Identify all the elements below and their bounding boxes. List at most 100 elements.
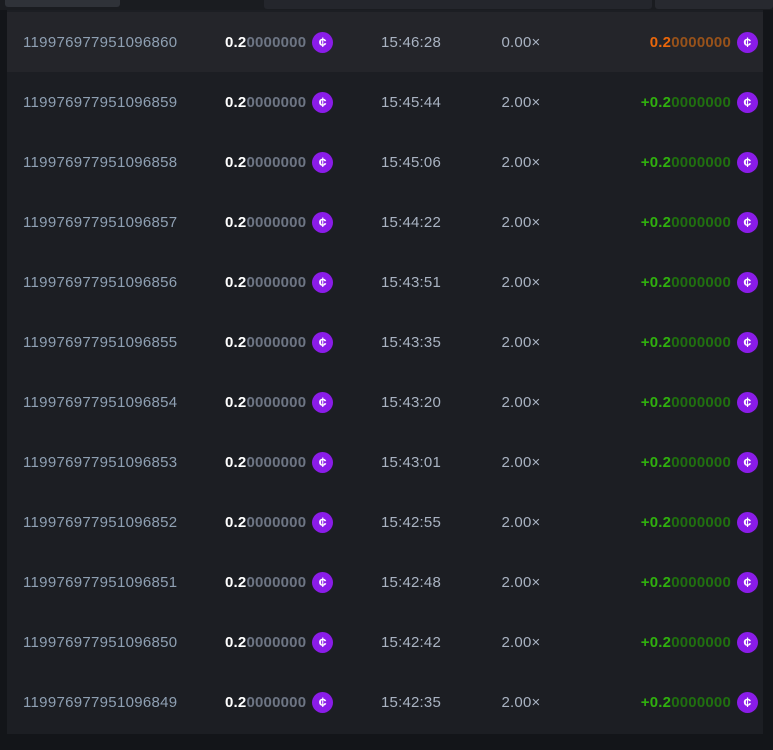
coin-icon: ¢: [737, 631, 758, 653]
bet-amount-main: 0.2: [225, 633, 247, 651]
bet-amount: 0.20000000 ¢: [225, 691, 356, 713]
bet-multiplier: 2.00×: [501, 453, 541, 471]
payout-main: +0.2: [640, 273, 672, 291]
bet-amount: 0.20000000 ¢: [225, 31, 356, 53]
table-row[interactable]: 119976977951096854 0.20000000 ¢ 15:43:20…: [7, 372, 763, 432]
bet-payout: +0.20000000 ¢: [576, 391, 758, 413]
bet-amount: 0.20000000 ¢: [225, 631, 356, 653]
bet-amount-zeros: 0000000: [246, 333, 307, 351]
coin-icon: ¢: [737, 571, 758, 593]
bet-amount-zeros: 0000000: [246, 93, 307, 111]
bet-amount-main: 0.2: [225, 453, 247, 471]
bet-id: 119976977951096859: [23, 93, 178, 111]
bet-amount-main: 0.2: [225, 273, 247, 291]
table-row[interactable]: 119976977951096850 0.20000000 ¢ 15:42:42…: [7, 612, 763, 672]
table-row[interactable]: 119976977951096849 0.20000000 ¢ 15:42:35…: [7, 672, 763, 732]
coin-icon: ¢: [737, 211, 758, 233]
bet-amount: 0.20000000 ¢: [225, 391, 356, 413]
bet-payout: +0.20000000 ¢: [576, 151, 758, 173]
bet-time: 15:43:51: [381, 273, 441, 291]
bet-amount-main: 0.2: [225, 213, 247, 231]
bet-amount-main: 0.2: [225, 513, 247, 531]
bet-amount-zeros: 0000000: [246, 393, 307, 411]
payout-zeros: 0000000: [671, 513, 731, 531]
bet-history-panel: 119976977951096860 0.20000000 ¢ 15:46:28…: [7, 10, 763, 734]
payout-main: +0.2: [640, 153, 672, 171]
payout-main: +0.2: [640, 393, 672, 411]
header-control-left-partial[interactable]: [5, 0, 120, 7]
bet-multiplier: 2.00×: [501, 693, 541, 711]
bet-amount-main: 0.2: [225, 573, 247, 591]
bet-amount: 0.20000000 ¢: [225, 451, 356, 473]
bet-id: 119976977951096857: [23, 213, 178, 231]
coin-icon: ¢: [312, 451, 334, 473]
bet-amount-main: 0.2: [225, 333, 247, 351]
bet-time: 15:45:44: [381, 93, 441, 111]
bet-amount-main: 0.2: [225, 33, 247, 51]
table-row[interactable]: 119976977951096857 0.20000000 ¢ 15:44:22…: [7, 192, 763, 252]
bet-amount-zeros: 0000000: [246, 693, 307, 711]
payout-zeros: 0000000: [671, 693, 731, 711]
bet-amount-zeros: 0000000: [246, 273, 307, 291]
bet-time: 15:45:06: [381, 153, 441, 171]
payout-main: +0.2: [640, 633, 672, 651]
payout-zeros: 0000000: [671, 633, 731, 651]
coin-icon: ¢: [737, 511, 758, 533]
bet-amount-zeros: 0000000: [246, 33, 307, 51]
payout-main: +0.2: [640, 213, 672, 231]
bet-id: 119976977951096858: [23, 153, 178, 171]
coin-icon: ¢: [312, 631, 334, 653]
payout-main: +0.2: [640, 693, 672, 711]
payout-main: +0.2: [640, 333, 672, 351]
bet-multiplier: 2.00×: [501, 513, 541, 531]
bet-amount: 0.20000000 ¢: [225, 151, 356, 173]
bet-id: 119976977951096856: [23, 273, 178, 291]
coin-icon: ¢: [737, 331, 758, 353]
table-row[interactable]: 119976977951096851 0.20000000 ¢ 15:42:48…: [7, 552, 763, 612]
bet-id: 119976977951096849: [23, 693, 178, 711]
coin-icon: ¢: [312, 271, 334, 293]
coin-icon: ¢: [312, 691, 334, 713]
table-row[interactable]: 119976977951096860 0.20000000 ¢ 15:46:28…: [7, 12, 763, 72]
bet-payout: +0.20000000 ¢: [576, 691, 758, 713]
coin-icon: ¢: [737, 91, 758, 113]
bet-id: 119976977951096850: [23, 633, 178, 651]
bet-amount: 0.20000000 ¢: [225, 271, 356, 293]
coin-icon: ¢: [312, 391, 334, 413]
table-row[interactable]: 119976977951096852 0.20000000 ¢ 15:42:55…: [7, 492, 763, 552]
cropped-header-strip: [0, 0, 773, 10]
bet-amount-main: 0.2: [225, 93, 247, 111]
bet-payout: +0.20000000 ¢: [576, 631, 758, 653]
header-control-middle-partial[interactable]: [264, 0, 652, 9]
bet-amount-main: 0.2: [225, 153, 247, 171]
bet-amount-zeros: 0000000: [246, 573, 307, 591]
header-control-right-partial[interactable]: [655, 0, 773, 9]
coin-icon: ¢: [737, 391, 758, 413]
bet-multiplier: 2.00×: [501, 93, 541, 111]
bet-amount: 0.20000000 ¢: [225, 571, 356, 593]
payout-main: +0.2: [640, 513, 672, 531]
bet-time: 15:46:28: [381, 33, 441, 51]
bets-table-body: 119976977951096860 0.20000000 ¢ 15:46:28…: [7, 12, 763, 732]
coin-icon: ¢: [312, 211, 334, 233]
bet-multiplier: 2.00×: [501, 333, 541, 351]
payout-zeros: 0000000: [671, 153, 731, 171]
table-row[interactable]: 119976977951096853 0.20000000 ¢ 15:43:01…: [7, 432, 763, 492]
bet-amount: 0.20000000 ¢: [225, 211, 356, 233]
bet-multiplier: 2.00×: [501, 633, 541, 651]
coin-icon: ¢: [737, 151, 758, 173]
bet-multiplier: 2.00×: [501, 213, 541, 231]
bet-id: 119976977951096853: [23, 453, 178, 471]
table-row[interactable]: 119976977951096859 0.20000000 ¢ 15:45:44…: [7, 72, 763, 132]
bet-time: 15:43:35: [381, 333, 441, 351]
bet-time: 15:43:01: [381, 453, 441, 471]
payout-main: +0.2: [640, 573, 672, 591]
payout-zeros: 0000000: [671, 273, 731, 291]
bet-id: 119976977951096855: [23, 333, 178, 351]
table-row[interactable]: 119976977951096856 0.20000000 ¢ 15:43:51…: [7, 252, 763, 312]
table-row[interactable]: 119976977951096855 0.20000000 ¢ 15:43:35…: [7, 312, 763, 372]
table-row[interactable]: 119976977951096858 0.20000000 ¢ 15:45:06…: [7, 132, 763, 192]
coin-icon: ¢: [737, 271, 758, 293]
payout-zeros: 0000000: [671, 393, 731, 411]
bet-id: 119976977951096852: [23, 513, 178, 531]
